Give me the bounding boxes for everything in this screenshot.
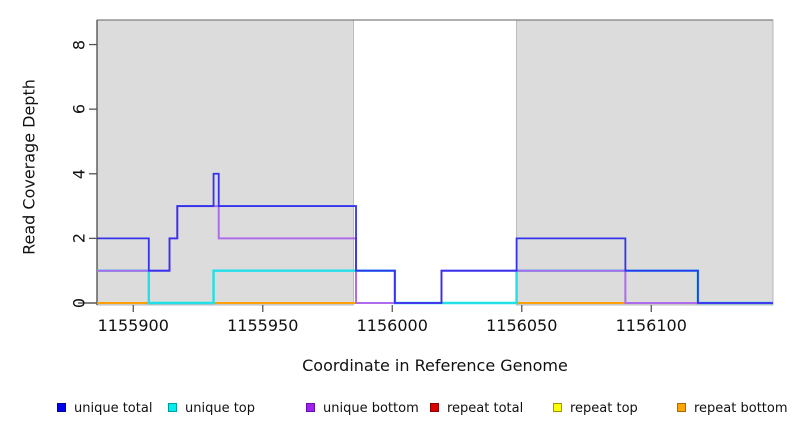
shaded-region (96, 19, 354, 306)
x-tick-label: 1156000 (356, 316, 428, 335)
y-axis-title: Read Coverage Depth (19, 79, 39, 255)
legend-label-repeat-bottom: repeat bottom (694, 401, 788, 416)
legend-swatch-repeat-bottom (677, 403, 686, 412)
legend-label-repeat-top: repeat top (570, 401, 638, 416)
y-tick-label: 4 (69, 168, 89, 179)
legend-swatch-unique-top (168, 403, 177, 412)
legend-swatch-unique-total (57, 403, 66, 412)
legend-label-unique-bottom: unique bottom (323, 401, 419, 416)
legend-swatch-repeat-top (553, 403, 562, 412)
legend-label-repeat-total: repeat total (447, 401, 524, 416)
y-tick-label: 8 (69, 39, 89, 50)
legend-swatch-unique-bottom (306, 403, 315, 412)
y-tick-label: 6 (69, 104, 89, 115)
x-tick-label: 1156100 (615, 316, 687, 335)
y-tick-label: 0 (69, 297, 89, 309)
x-tick-label: 1155900 (97, 316, 169, 335)
series-line-unique-total (97, 172, 773, 304)
x-tick-label: 1156050 (486, 316, 558, 335)
legend-swatch-repeat-total (430, 403, 439, 412)
x-axis-title: Coordinate in Reference Genome (302, 356, 568, 375)
legend-label-unique-top: unique top (185, 401, 256, 416)
y-tick-label: 2 (69, 233, 89, 244)
x-tick-label: 1155950 (227, 316, 299, 335)
legend-label-unique-total: unique total (74, 401, 153, 416)
shaded-region (516, 19, 774, 306)
